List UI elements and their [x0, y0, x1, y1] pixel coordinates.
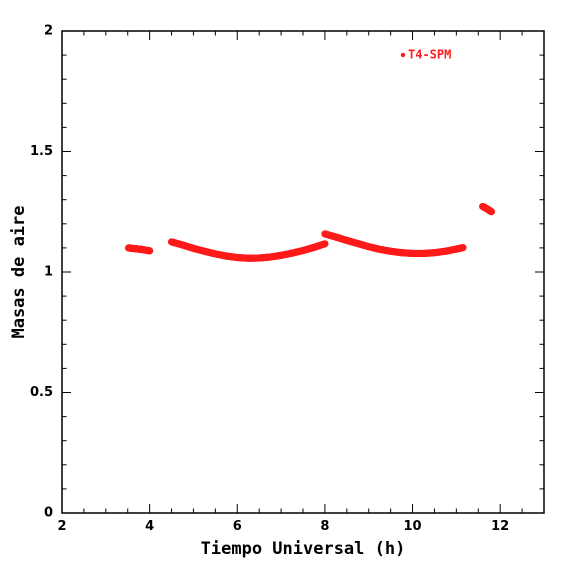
legend: T4-SPM — [400, 48, 451, 62]
x-tick-label: 10 — [403, 519, 421, 534]
legend-marker — [400, 52, 406, 58]
data-point — [487, 208, 496, 216]
data-point — [459, 244, 467, 252]
y-axis-title: Masas de aire — [9, 205, 29, 338]
x-axis-title: Tiempo Universal (h) — [201, 539, 406, 559]
x-tick-label: 8 — [320, 519, 329, 534]
y-tick-label: 1.5 — [30, 144, 53, 159]
x-tick-labels: 2 4 6 8 10 12 — [57, 519, 509, 534]
y-tick-label: 0.5 — [30, 385, 53, 400]
y-tick-label: 1 — [44, 265, 53, 280]
x-tick-label: 6 — [233, 519, 242, 534]
data-point — [146, 247, 154, 255]
x-tick-label: 2 — [57, 519, 66, 534]
data-point — [321, 240, 329, 248]
legend-label: T4-SPM — [408, 48, 451, 62]
y-tick-labels: 0 0.5 1 1.5 2 — [30, 24, 53, 521]
plot-frame — [61, 30, 545, 514]
x-tick-label: 4 — [145, 519, 154, 534]
axis-ticks — [61, 30, 545, 514]
y-tick-label: 0 — [44, 506, 53, 521]
x-tick-label: 12 — [491, 519, 509, 534]
data-points — [125, 202, 496, 262]
y-tick-label: 2 — [44, 24, 53, 39]
